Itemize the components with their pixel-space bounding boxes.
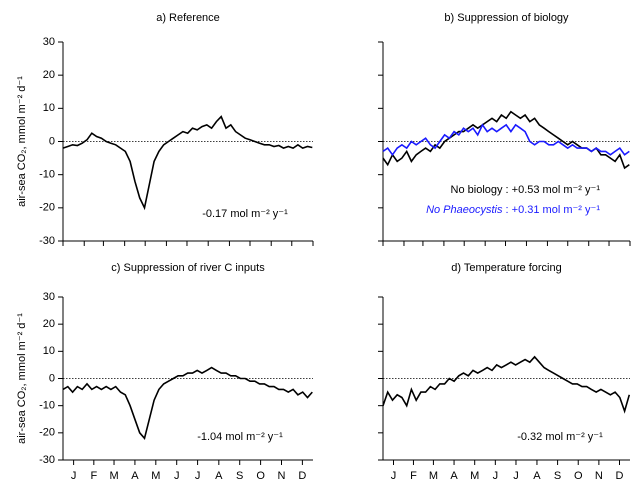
y-tick-label: -10 [39, 169, 55, 181]
x-tick-label: D [298, 470, 306, 482]
x-tick-label: O [256, 470, 265, 482]
y-axis-label: air-sea CO₂, mmol m⁻² d⁻¹ [16, 76, 28, 207]
x-tick-label: J [493, 470, 499, 482]
x-tick-label: J [71, 470, 77, 482]
y-tick-label: 0 [49, 135, 55, 147]
series-line [382, 123, 630, 157]
x-tick-label: S [236, 470, 243, 482]
panel-title: c) Suppression of river C inputs [111, 262, 265, 274]
y-tick-label: 10 [43, 345, 55, 357]
series-line [382, 355, 631, 414]
x-tick-label: M [429, 470, 438, 482]
series-line [62, 115, 313, 211]
series-line [382, 110, 630, 170]
legend-entry: No Phaeocystis : +0.31 mol m⁻² y⁻¹ [426, 204, 600, 216]
x-tick-label: M [470, 470, 479, 482]
legend-flux: : +0.31 mol m⁻² y⁻¹ [503, 204, 601, 216]
x-tick-label: A [450, 470, 458, 482]
y-tick-label: 30 [43, 36, 55, 48]
x-tick-label: N [595, 470, 603, 482]
panel-title: d) Temperature forcing [451, 262, 561, 274]
x-tick-label: J [195, 470, 201, 482]
x-tick-label: J [391, 470, 397, 482]
series-line [62, 366, 313, 440]
x-tick-label: A [215, 470, 223, 482]
x-tick-label: F [410, 470, 417, 482]
y-tick-label: 0 [49, 372, 55, 384]
flux-annotation: -0.32 mol m⁻² y⁻¹ [517, 431, 603, 443]
legend-name: No biology [451, 184, 503, 196]
legend-flux: : +0.53 mol m⁻² y⁻¹ [503, 184, 601, 196]
x-tick-label: M [151, 470, 160, 482]
x-tick-label: M [109, 470, 118, 482]
legend-entry: No biology : +0.53 mol m⁻² y⁻¹ [451, 184, 601, 196]
y-tick-label: 20 [43, 69, 55, 81]
flux-annotation: -1.04 mol m⁻² y⁻¹ [197, 431, 283, 443]
x-tick-label: J [513, 470, 519, 482]
y-tick-label: -10 [39, 400, 55, 412]
x-tick-label: O [574, 470, 583, 482]
y-tick-label: -20 [39, 427, 55, 439]
y-tick-label: -30 [39, 454, 55, 466]
y-tick-label: 20 [43, 318, 55, 330]
flux-annotation: -0.17 mol m⁻² y⁻¹ [202, 208, 288, 220]
x-tick-label: S [554, 470, 561, 482]
x-tick-label: F [90, 470, 97, 482]
x-tick-label: N [278, 470, 286, 482]
x-tick-label: J [174, 470, 180, 482]
panel-title: b) Suppression of biology [444, 12, 569, 24]
y-tick-label: 10 [43, 102, 55, 114]
x-tick-label: A [131, 470, 139, 482]
y-tick-label: -20 [39, 202, 55, 214]
y-tick-label: 30 [43, 291, 55, 303]
panel-title: a) Reference [156, 12, 220, 24]
legend-name: No Phaeocystis [426, 204, 503, 216]
x-tick-label: D [616, 470, 624, 482]
y-axis-label: air-sea CO₂, mmol m⁻² d⁻¹ [16, 313, 28, 444]
x-tick-label: A [533, 470, 541, 482]
y-tick-label: -30 [39, 235, 55, 247]
